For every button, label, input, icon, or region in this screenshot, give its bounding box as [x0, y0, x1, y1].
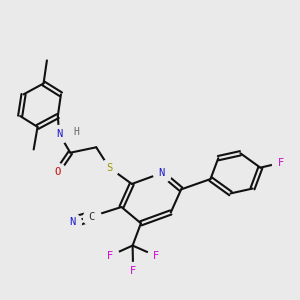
Text: N: N	[69, 217, 75, 227]
Text: S: S	[106, 163, 112, 172]
Text: H: H	[74, 128, 80, 137]
Text: F: F	[130, 266, 136, 276]
Text: F: F	[278, 158, 284, 168]
Text: N: N	[56, 129, 62, 139]
Text: N: N	[159, 168, 165, 178]
Text: C: C	[88, 212, 95, 221]
Text: F: F	[153, 251, 159, 261]
Text: F: F	[106, 251, 113, 261]
Text: O: O	[54, 167, 60, 177]
